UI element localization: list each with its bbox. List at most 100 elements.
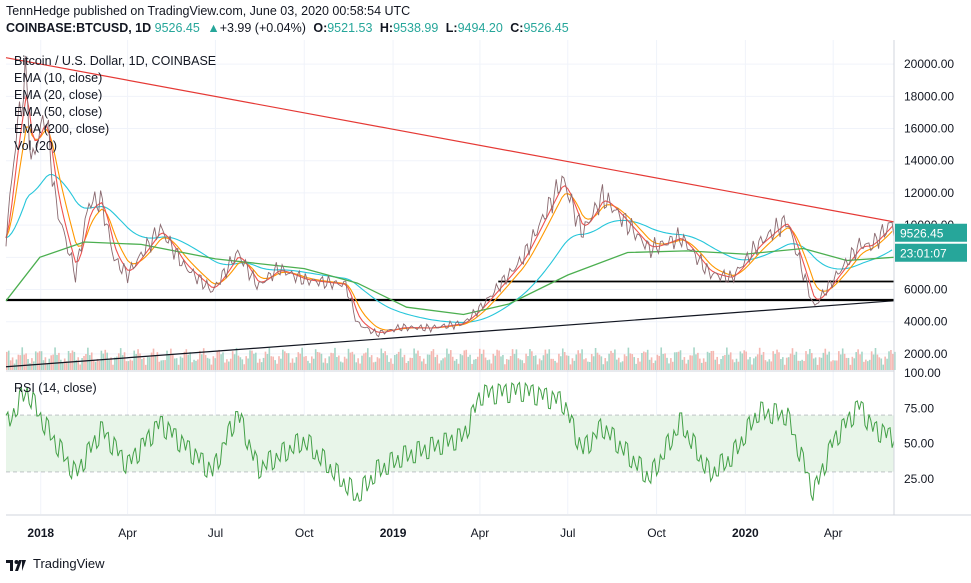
volume-bar: [324, 358, 327, 370]
volume-bar: [673, 352, 676, 370]
volume-bar: [751, 364, 753, 370]
price-tick-label: 2000.00: [904, 347, 948, 361]
volume-bar: [880, 358, 883, 370]
volume-bar: [847, 357, 850, 370]
volume-bar: [100, 350, 103, 370]
legend-volume[interactable]: Vol (20): [14, 139, 58, 153]
volume-bar: [863, 361, 865, 370]
volume-bar: [65, 361, 68, 370]
legend-ema200[interactable]: EMA (200, close): [14, 122, 110, 136]
volume-bar: [614, 349, 616, 370]
volume-bar: [224, 362, 226, 370]
legend-ema20[interactable]: EMA (20, close): [14, 88, 103, 102]
volume-bar: [494, 355, 496, 370]
volume-bar: [876, 354, 879, 370]
tradingview-branding[interactable]: TradingView: [6, 556, 105, 571]
volume-bar: [677, 351, 680, 370]
volume-bar: [592, 356, 595, 370]
volume-bar: [641, 352, 643, 370]
volume-bar: [318, 352, 321, 370]
volume-bar: [714, 359, 717, 370]
volume-bar: [361, 355, 363, 370]
volume-bar: [492, 353, 495, 370]
volume-bar: [334, 347, 336, 370]
volume-bar: [185, 349, 188, 370]
price-tick-label: 16000.00: [904, 122, 954, 136]
volume-bar: [403, 354, 406, 370]
volume-bar: [119, 348, 122, 370]
volume-bar: [6, 351, 8, 370]
volume-bar: [380, 348, 383, 370]
volume-bar: [382, 353, 385, 370]
volume-bar: [747, 359, 749, 370]
volume-bar: [372, 362, 375, 370]
volume-bar: [351, 351, 354, 370]
volume-bar: [542, 355, 545, 370]
volume-bar: [463, 350, 466, 370]
volume-bar: [861, 351, 863, 370]
volume-bar: [623, 354, 626, 370]
price-chart[interactable]: 2000.004000.006000.008000.0010000.001200…: [0, 40, 971, 552]
volume-bar: [172, 354, 174, 370]
volume-bar: [787, 357, 790, 370]
volume-bar: [239, 357, 242, 370]
volume-bar: [295, 357, 298, 370]
volume-bar: [737, 361, 740, 370]
publisher-line: TennHedge published on TradingView.com, …: [6, 4, 411, 18]
volume-bar: [554, 360, 556, 370]
legend-ema50[interactable]: EMA (50, close): [14, 105, 103, 119]
volume-bar: [117, 353, 120, 370]
volume-bar: [347, 348, 350, 370]
volume-bar: [505, 359, 508, 370]
volume-bar: [164, 360, 166, 370]
volume-bar: [276, 363, 278, 370]
volume-bar: [31, 358, 33, 370]
resistance-trendline: [5, 57, 895, 223]
volume-bar: [722, 355, 724, 370]
support-trendline: [5, 300, 895, 368]
tradingview-logo-icon: [6, 559, 26, 571]
volume-bar: [339, 361, 342, 370]
volume-bar: [679, 350, 682, 370]
volume-bar: [739, 351, 742, 370]
volume-bar: [386, 355, 388, 370]
volume-bar: [780, 359, 782, 370]
volume-bar: [15, 359, 18, 370]
volume-bar: [133, 350, 136, 370]
legend-ema10[interactable]: EMA (10, close): [14, 71, 103, 85]
time-tick-label: 2019: [380, 526, 407, 540]
volume-bar: [658, 355, 661, 370]
volume-bar: [110, 357, 112, 370]
volume-bar: [419, 356, 421, 370]
volume-bar: [633, 357, 635, 370]
legend-rsi[interactable]: RSI (14, close): [14, 381, 97, 395]
volume-bar: [513, 353, 516, 370]
volume-bar: [475, 359, 477, 370]
volume-bar: [538, 358, 541, 370]
volume-bar: [440, 360, 442, 370]
symbol-ohlc-line: COINBASE:BTCUSD, 1D 9526.45 ▲+3.99 (+0.0…: [6, 21, 569, 35]
axes: 2000.004000.006000.008000.0010000.001200…: [6, 40, 971, 540]
volume-bar: [392, 363, 394, 370]
volume-bar: [131, 360, 134, 370]
low-value: 9494.20: [457, 21, 503, 35]
volume-bar: [249, 350, 251, 370]
volume-bar: [558, 353, 560, 370]
volume-bar: [58, 352, 60, 370]
volume-bar: [760, 354, 763, 370]
volume-bar: [301, 347, 303, 370]
volume-bar: [648, 359, 651, 370]
volume-bar: [731, 359, 734, 370]
volume-bar: [345, 358, 348, 370]
volume-bar: [708, 352, 711, 370]
volume-bar: [664, 353, 666, 370]
volume-bar: [204, 354, 207, 370]
volume-bar: [809, 348, 811, 370]
volume-bar: [700, 362, 703, 370]
price-tick-label: 18000.00: [904, 89, 954, 103]
volume-bar: [312, 358, 315, 370]
volume-bar: [561, 348, 564, 370]
volume-bar: [699, 358, 701, 370]
volume-bar: [278, 356, 280, 370]
volume-bar: [343, 356, 346, 370]
